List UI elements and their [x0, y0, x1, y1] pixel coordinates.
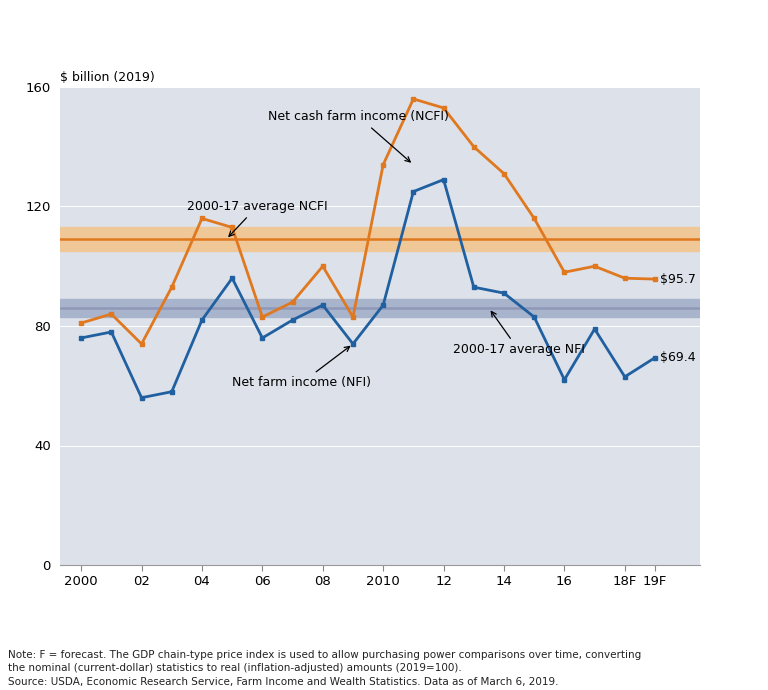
Text: 2000-17 average NFI: 2000-17 average NFI [452, 311, 584, 357]
Text: Note: F = forecast. The GDP chain-type price index is used to allow purchasing p: Note: F = forecast. The GDP chain-type p… [8, 650, 641, 687]
Text: Net cash farm income (NCFI): Net cash farm income (NCFI) [268, 110, 449, 162]
Text: $95.7: $95.7 [660, 273, 695, 286]
Text: Net cash farm income and net farm income, inflation adjusted: Net cash farm income and net farm income… [10, 21, 620, 39]
Text: 2000-17 average NCFI: 2000-17 average NCFI [187, 200, 327, 237]
Text: Net farm income (NFI): Net farm income (NFI) [232, 346, 371, 389]
Bar [60, 299, 700, 317]
Bar [60, 228, 700, 251]
Text: $ billion (2019): $ billion (2019) [60, 70, 154, 83]
Text: $69.4: $69.4 [660, 351, 695, 364]
